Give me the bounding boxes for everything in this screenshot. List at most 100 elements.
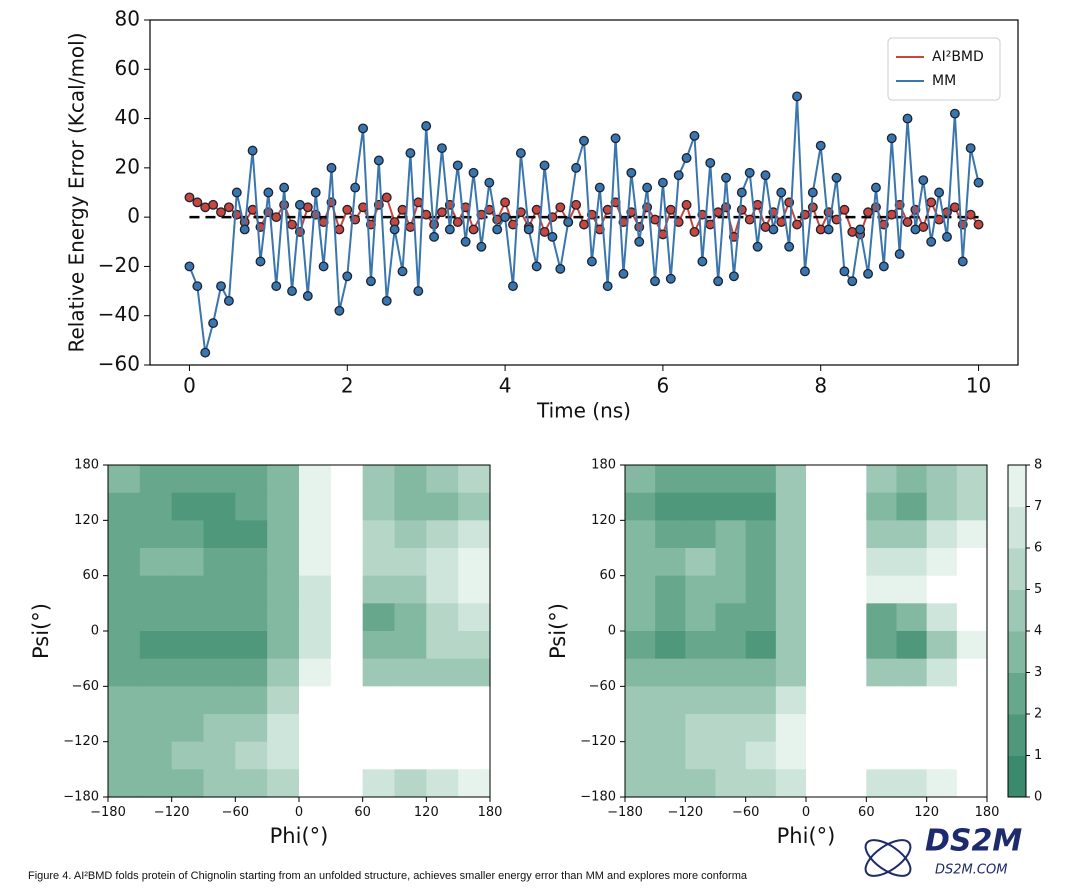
heat-cell <box>299 741 332 770</box>
data-point <box>492 224 503 235</box>
data-point <box>863 268 874 279</box>
heat-cell <box>836 520 867 549</box>
heat-cell <box>394 686 427 715</box>
heat-cell <box>394 492 427 521</box>
data-point <box>713 207 724 218</box>
heat-cell <box>655 658 686 687</box>
heat-cell <box>171 548 205 577</box>
data-point <box>792 91 803 102</box>
legend-label: MM <box>932 73 956 89</box>
data-point <box>287 286 297 297</box>
heat-cell <box>655 520 686 549</box>
data-point <box>594 182 605 193</box>
heat-cell <box>394 548 427 577</box>
heat-cell <box>685 631 717 660</box>
data-point <box>926 197 937 208</box>
data-point <box>610 133 621 144</box>
heat-cell <box>625 741 656 770</box>
data-point <box>200 347 211 358</box>
y-tick-label: 20 <box>115 154 140 178</box>
heat-cell <box>956 631 988 660</box>
data-point <box>571 162 582 173</box>
caption: Figure 4. AI²BMD folds protein of Chigno… <box>28 870 748 882</box>
y-tick-label: 180 <box>74 458 99 473</box>
colorbar-tick-label: 7 <box>1034 499 1042 514</box>
heat-cell <box>745 686 777 715</box>
data-point <box>689 130 700 141</box>
heat-cell <box>108 631 141 660</box>
x-tick-label: −180 <box>90 805 126 820</box>
data-point <box>531 261 542 272</box>
heat-cell <box>299 769 332 798</box>
data-point <box>650 276 660 287</box>
y-tick-label: −120 <box>580 734 616 749</box>
data-point <box>358 123 369 134</box>
data-point <box>208 199 219 210</box>
data-point <box>949 202 960 213</box>
heat-cell <box>775 603 807 632</box>
y-tick-label: −180 <box>63 790 99 805</box>
heat-cell <box>203 603 236 632</box>
heat-cell <box>625 686 656 715</box>
y-tick-label: 120 <box>74 513 99 528</box>
heat-cell <box>139 741 173 770</box>
data-point <box>957 256 968 267</box>
heat-cell <box>299 686 332 715</box>
heat-cell <box>203 575 236 604</box>
heat-cell <box>108 658 141 687</box>
heat-cell <box>806 658 837 687</box>
data-point <box>634 236 645 247</box>
colorbar-tick-label: 5 <box>1034 582 1042 597</box>
heat-cell <box>956 741 988 770</box>
heat-cell <box>330 465 364 494</box>
heat-cell <box>956 575 988 604</box>
heat-cell <box>171 575 205 604</box>
data-point <box>665 273 676 284</box>
heat-cell <box>836 686 867 715</box>
data-point <box>192 197 203 208</box>
heat-cell <box>866 769 898 798</box>
heat-cell <box>299 714 332 743</box>
heat-cell <box>926 465 958 494</box>
heat-cell <box>267 492 300 521</box>
heat-cell <box>836 658 867 687</box>
heat-cell <box>655 492 686 521</box>
heat-cell <box>267 520 300 549</box>
data-point <box>815 140 826 151</box>
heat-cell <box>866 520 898 549</box>
y-tick-label: 80 <box>115 7 140 31</box>
heat-cell <box>267 741 300 770</box>
data-point <box>618 268 629 279</box>
heat-cell <box>299 520 332 549</box>
heat-cell <box>836 465 867 494</box>
heat-cell <box>926 575 958 604</box>
heat-cell <box>267 686 300 715</box>
heat-cell <box>171 520 205 549</box>
heat-cell <box>267 603 300 632</box>
x-tick-label: 120 <box>914 805 939 820</box>
heat-cell <box>625 575 656 604</box>
data-point <box>279 182 290 193</box>
heat-cell <box>685 548 717 577</box>
y-tick-label: 0 <box>91 624 99 639</box>
colorbar-tick-label: 8 <box>1034 458 1042 473</box>
data-point <box>452 217 463 228</box>
data-point <box>437 207 447 218</box>
heat-cell <box>108 686 141 715</box>
data-point <box>744 214 755 225</box>
heat-cell <box>745 658 777 687</box>
heat-cell <box>956 686 988 715</box>
logo-orbit <box>864 839 912 877</box>
heat-cell <box>108 603 141 632</box>
heat-cell <box>362 714 396 743</box>
heat-cell <box>330 631 364 660</box>
data-point <box>342 204 353 215</box>
y-tick-label: −180 <box>580 790 616 805</box>
heat-cell <box>171 769 205 798</box>
heat-cell <box>394 741 427 770</box>
x-tick-label: 60 <box>354 805 371 820</box>
heat-cell <box>836 548 867 577</box>
heat-cell <box>956 492 988 521</box>
watermark: DS2M DS2M.COM <box>864 824 1022 878</box>
data-point <box>508 281 518 292</box>
